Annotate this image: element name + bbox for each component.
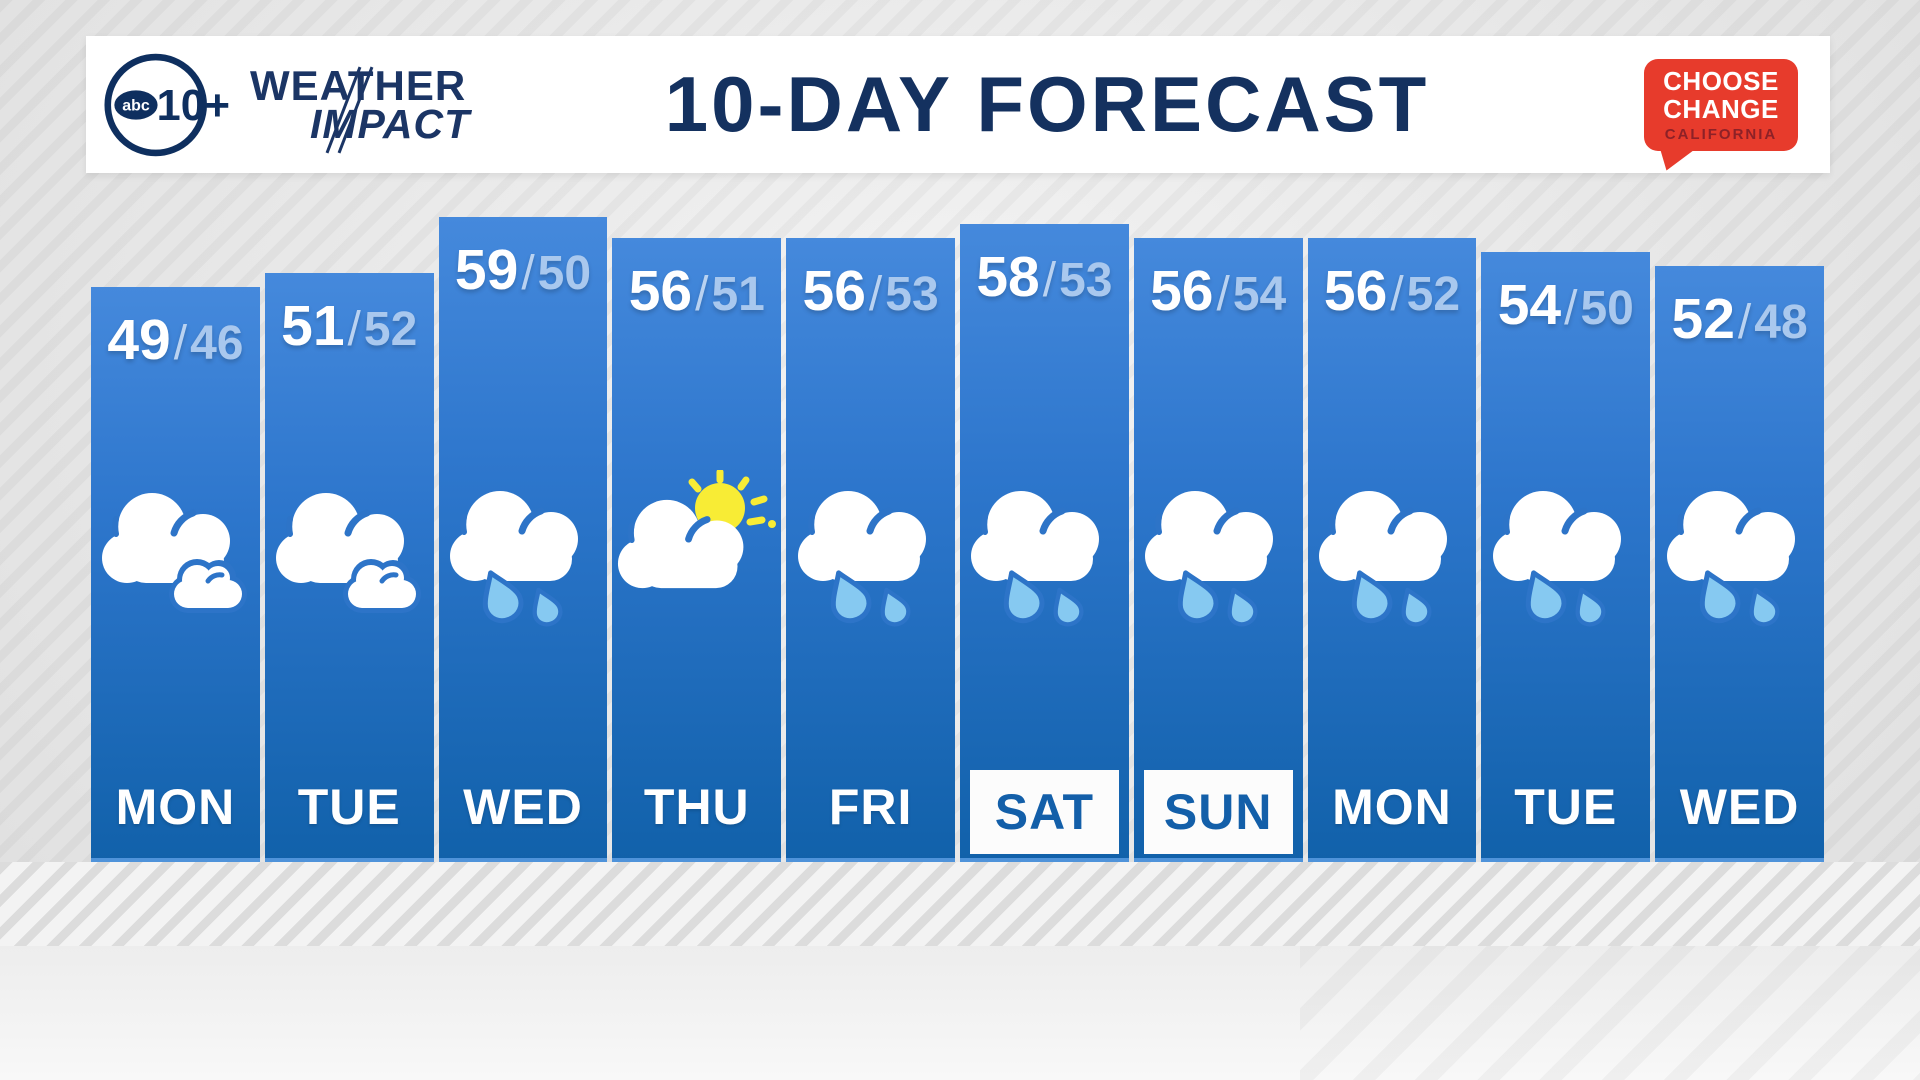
high-temp: 59 bbox=[454, 238, 519, 302]
temp-separator: / bbox=[1390, 268, 1404, 321]
forecast-day-column: 56/51 THU bbox=[612, 238, 782, 862]
temp-separator: / bbox=[1216, 268, 1230, 321]
rain-icon bbox=[448, 487, 598, 642]
forecast-day-column: 56/54 SUN bbox=[1133, 238, 1303, 862]
day-label: SAT bbox=[994, 784, 1095, 840]
high-temp: 56 bbox=[628, 259, 693, 323]
temperature-readout: 51/52 bbox=[265, 293, 434, 359]
temp-separator: / bbox=[173, 317, 188, 370]
forecast-day-column: 52/48 WED bbox=[1655, 266, 1824, 862]
temperature-readout: 56/54 bbox=[1134, 258, 1303, 324]
badge-choose-text: CHOOSE bbox=[1663, 65, 1779, 96]
forecast-day-column: 51/52 TUE bbox=[264, 273, 434, 862]
day-label: TUE bbox=[297, 779, 401, 835]
brand-impact-text: IMPACT bbox=[310, 100, 471, 147]
high-temp: 49 bbox=[107, 308, 171, 372]
station-logo-cluster: abc 10+ WEATHER IMPACT bbox=[104, 50, 480, 160]
forecast-columns: 49/46 MON 51/52 TUE 59/50 bbox=[91, 0, 1825, 862]
header-bar: abc 10+ WEATHER IMPACT 10-DAY FORECAST C… bbox=[86, 36, 1830, 173]
temp-separator: / bbox=[1564, 282, 1578, 335]
high-temp: 51 bbox=[281, 294, 345, 358]
high-temp: 56 bbox=[802, 259, 866, 323]
low-temp: 52 bbox=[1406, 268, 1461, 321]
temperature-readout: 56/51 bbox=[612, 258, 781, 324]
low-temp: 54 bbox=[1232, 268, 1287, 321]
temp-separator: / bbox=[521, 247, 535, 300]
day-label: TUE bbox=[1514, 779, 1618, 835]
day-highlight-box: SAT bbox=[969, 770, 1119, 854]
rain-icon bbox=[1491, 487, 1641, 642]
forecast-day-column: 59/50 WED bbox=[438, 217, 608, 862]
temp-separator: / bbox=[695, 268, 709, 321]
bottom-right-stripes bbox=[1300, 946, 1920, 1080]
low-temp: 53 bbox=[1059, 254, 1113, 307]
high-temp: 54 bbox=[1497, 273, 1562, 337]
bottom-footer-area bbox=[0, 946, 1920, 1080]
temperature-readout: 56/53 bbox=[786, 258, 955, 324]
temperature-readout: 59/50 bbox=[439, 237, 608, 303]
high-temp: 56 bbox=[1323, 259, 1388, 323]
low-temp: 48 bbox=[1754, 296, 1808, 349]
bottom-stripe-band bbox=[0, 862, 1920, 946]
day-label: WED bbox=[463, 779, 583, 835]
day-label: SUN bbox=[1163, 784, 1273, 840]
rain-icon bbox=[1317, 487, 1467, 642]
abc-text: abc bbox=[122, 97, 150, 114]
low-temp: 53 bbox=[885, 268, 939, 321]
low-temp: 52 bbox=[363, 303, 418, 356]
choose-change-california-badge: CHOOSE CHANGE CALIFORNIA bbox=[1644, 58, 1798, 151]
ten-plus-text: 10+ bbox=[157, 82, 230, 130]
temperature-readout: 54/50 bbox=[1481, 272, 1650, 338]
high-temp: 56 bbox=[1150, 259, 1214, 323]
cloudy-icon bbox=[274, 489, 424, 618]
high-temp: 58 bbox=[976, 245, 1040, 309]
day-label: FRI bbox=[828, 779, 913, 835]
low-temp: 51 bbox=[711, 268, 765, 321]
temperature-readout: 58/53 bbox=[960, 244, 1129, 310]
day-label: WED bbox=[1679, 779, 1800, 835]
rain-icon bbox=[1665, 487, 1815, 642]
rain-icon bbox=[969, 487, 1119, 642]
forecast-day-column: 56/52 MON bbox=[1307, 238, 1477, 862]
high-temp: 52 bbox=[1671, 287, 1735, 351]
weather-impact-logo: WEATHER IMPACT bbox=[250, 62, 480, 153]
temperature-readout: 49/46 bbox=[91, 307, 260, 373]
forecast-day-column: 54/50 TUE bbox=[1481, 252, 1651, 862]
rain-icon bbox=[796, 487, 946, 642]
temp-separator: / bbox=[1042, 254, 1057, 307]
forecast-day-column: 58/53 SAT bbox=[959, 224, 1129, 862]
low-temp: 46 bbox=[190, 317, 244, 370]
cloudy-icon bbox=[100, 489, 250, 618]
day-label: THU bbox=[643, 779, 750, 835]
partly-sunny-icon bbox=[616, 468, 778, 599]
low-temp: 50 bbox=[1580, 282, 1634, 335]
badge-change-text: CHANGE bbox=[1663, 93, 1779, 124]
temperature-readout: 56/52 bbox=[1308, 258, 1477, 324]
rain-icon bbox=[1143, 487, 1293, 642]
day-highlight-box: SUN bbox=[1143, 770, 1293, 854]
low-temp: 50 bbox=[537, 247, 592, 300]
day-label: MON bbox=[1332, 779, 1452, 835]
forecast-day-column: 49/46 MON bbox=[91, 287, 260, 862]
badge-california-text: CALIFORNIA bbox=[1664, 125, 1778, 143]
page-title: 10-DAY FORECAST bbox=[664, 60, 1430, 148]
temp-separator: / bbox=[1737, 296, 1752, 349]
temp-separator: / bbox=[347, 303, 361, 356]
day-label: MON bbox=[115, 779, 236, 835]
abc10-plus-logo-icon: abc 10+ bbox=[104, 53, 230, 156]
temp-separator: / bbox=[868, 268, 883, 321]
forecast-day-column: 56/53 FRI bbox=[786, 238, 955, 862]
temperature-readout: 52/48 bbox=[1655, 286, 1824, 352]
